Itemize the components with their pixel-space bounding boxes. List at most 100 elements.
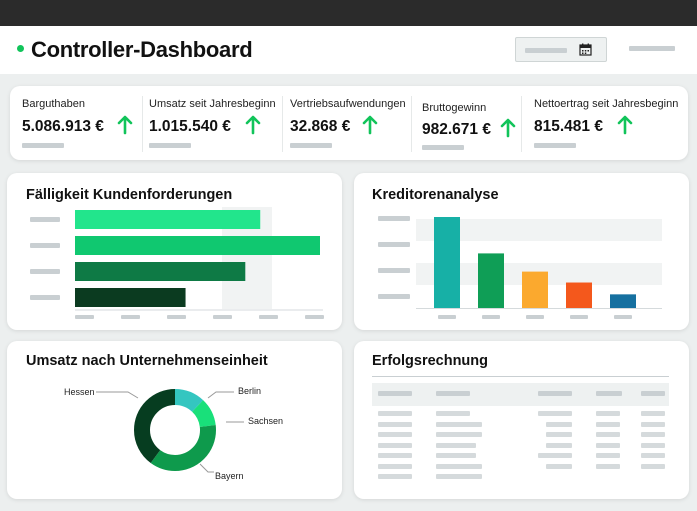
y-label-placeholder: [30, 243, 60, 248]
kpi-label: Vertriebsaufwendungen: [290, 98, 406, 110]
income-cell-placeholder: [641, 411, 665, 416]
receivables-bar: [75, 236, 320, 255]
income-header-cell: [538, 391, 572, 396]
kpi-barguthaben: Barguthaben 5.086.913 €: [22, 98, 140, 150]
income-cell-placeholder: [378, 453, 412, 458]
kpi-divider: [142, 96, 143, 152]
kpi-umsatz: Umsatz seit Jahresbeginn 1.015.540 €: [149, 98, 277, 150]
kpi-vertrieb: Vertriebsaufwendungen 32.868 €: [290, 98, 408, 150]
income-cell-placeholder: [378, 442, 412, 448]
income-header-cell: [436, 391, 470, 396]
receivables-title: Fälligkeit Kundenforderungen: [26, 187, 233, 203]
page-title: Controller-Dashboard: [31, 37, 253, 62]
income-cell-placeholder: [596, 453, 620, 458]
creditor-bar: [522, 271, 548, 308]
income-header-cell: [641, 391, 665, 396]
arrow-up-icon: [362, 115, 378, 135]
kpi-value: 32.868 €: [290, 118, 351, 135]
revenue-title: Umsatz nach Unternehmenseinheit: [26, 353, 268, 369]
creditor-bar: [478, 253, 504, 308]
income-cell-placeholder: [641, 421, 665, 427]
income-header-cell: [596, 391, 622, 396]
receivables-bar: [75, 288, 186, 307]
donut-label-berlin: Berlin: [238, 386, 262, 396]
kpi-subtitle-placeholder: [534, 143, 576, 148]
revenue-donut-chart: [134, 389, 216, 471]
x-tick-placeholder: [526, 315, 544, 319]
x-tick-placeholder: [438, 315, 456, 319]
arrow-up-icon: [245, 115, 261, 135]
x-tick-placeholder: [570, 315, 588, 319]
creditor-bar: [610, 294, 636, 308]
x-tick-placeholder: [75, 315, 94, 319]
kpi-value: 982.671 €: [422, 121, 491, 138]
creditors-chart: [378, 216, 662, 319]
x-tick-placeholder: [167, 315, 186, 319]
revenue-card: [7, 341, 342, 499]
kpi-subtitle-placeholder: [149, 143, 191, 148]
income-title-underline: [372, 376, 669, 377]
window-top-bar: [0, 0, 697, 26]
income-cell-placeholder: [436, 411, 470, 416]
income-title: Erfolgsrechnung: [372, 353, 489, 369]
donut-label-hessen: Hessen: [64, 387, 95, 397]
income-cell-placeholder: [546, 463, 572, 469]
income-cell-placeholder: [596, 442, 620, 448]
income-cell-placeholder: [378, 432, 412, 437]
kpi-label: Bruttogewinn: [422, 102, 487, 114]
status-dot: [17, 45, 24, 52]
income-header-cell: [378, 391, 412, 396]
income-cell-placeholder: [378, 421, 412, 427]
income-cell-placeholder: [641, 432, 665, 437]
income-cell-placeholder: [596, 432, 620, 437]
receivables-chart: [30, 207, 324, 319]
y-label-placeholder: [30, 269, 60, 274]
x-tick-placeholder: [614, 315, 632, 319]
y-label-placeholder: [30, 217, 60, 222]
date-picker[interactable]: [515, 37, 607, 62]
x-tick-placeholder: [213, 315, 232, 319]
creditors-title: Kreditorenanalyse: [372, 187, 499, 203]
income-cell-placeholder: [546, 442, 572, 448]
kpi-subtitle-placeholder: [22, 143, 64, 148]
creditor-bar: [566, 282, 592, 308]
kpi-nettoertrag: Nettoertrag seit Jahresbeginn 815.481 €: [534, 98, 682, 150]
income-cell-placeholder: [436, 442, 476, 448]
donut-label-leaders: [96, 391, 244, 473]
donut-label-sachsen: Sachsen: [248, 416, 284, 426]
income-cell-placeholder: [538, 411, 572, 416]
income-cell-placeholder: [596, 411, 620, 416]
income-cell-placeholder: [596, 421, 620, 427]
receivables-bar: [75, 262, 246, 281]
calendar-icon: [579, 43, 592, 56]
creditor-bar: [434, 217, 460, 308]
kpi-value: 815.481 €: [534, 118, 603, 135]
kpi-value: 5.086.913 €: [22, 118, 104, 135]
income-cell-placeholder: [436, 421, 482, 427]
income-cell-placeholder: [596, 463, 620, 469]
kpi-divider: [282, 96, 283, 152]
header-menu-placeholder[interactable]: [629, 46, 675, 51]
income-cell-placeholder: [436, 453, 476, 458]
kpi-value: 1.015.540 €: [149, 118, 231, 135]
y-label-placeholder: [30, 295, 60, 300]
y-label-placeholder: [378, 216, 410, 221]
income-cell-placeholder: [378, 474, 412, 479]
y-label-placeholder: [378, 242, 410, 247]
kpi-divider: [411, 96, 412, 152]
income-card: [354, 341, 689, 499]
donut-segment-bayern: [134, 389, 216, 471]
kpi-label: Nettoertrag seit Jahresbeginn: [534, 98, 679, 110]
date-placeholder: [525, 48, 567, 53]
income-cell-placeholder: [378, 411, 412, 416]
kpi-divider: [521, 96, 522, 152]
income-cell-placeholder: [546, 432, 572, 437]
receivables-bar: [75, 210, 261, 229]
x-tick-placeholder: [121, 315, 140, 319]
income-table-header: [372, 383, 669, 406]
x-tick-placeholder: [305, 315, 324, 319]
donut-segment-hessen: [134, 389, 216, 471]
x-tick-placeholder: [482, 315, 500, 319]
income-cell-placeholder: [641, 463, 665, 469]
income-cell-placeholder: [641, 442, 665, 448]
